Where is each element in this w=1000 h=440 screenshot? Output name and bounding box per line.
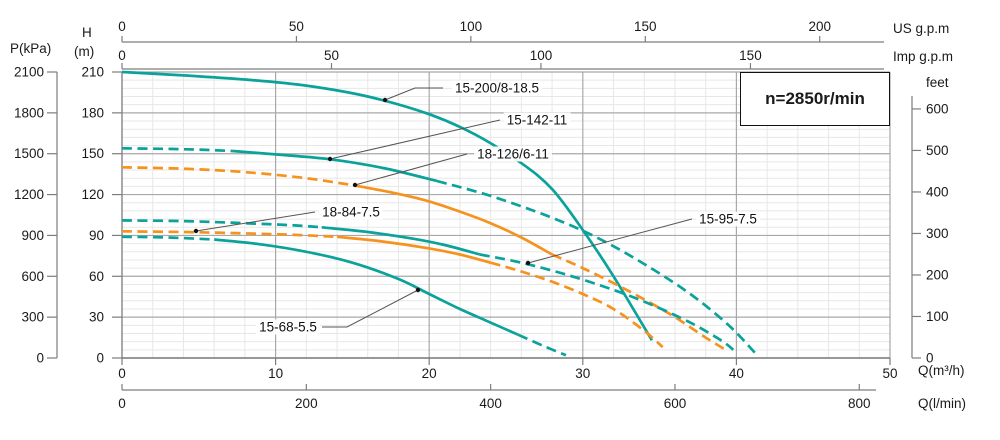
tick-label: 500: [926, 143, 949, 158]
tick-label: 400: [479, 396, 502, 411]
tick-label: 1500: [14, 146, 44, 161]
curve-label-15-95-7-5: 15-95-7.5: [696, 211, 760, 227]
tick-label: 120: [81, 187, 104, 202]
tick-label: 2100: [14, 65, 44, 80]
tick-label: 150: [634, 19, 657, 34]
tick-label: 200: [808, 19, 831, 34]
tick-label: 100: [460, 19, 483, 34]
tick-label: 50: [882, 366, 897, 381]
tick-label: 0: [118, 396, 126, 411]
tick-label: 300: [926, 226, 949, 241]
tick-label: 150: [739, 48, 762, 63]
curve-label-15-68-5-5: 15-68-5.5: [256, 319, 320, 335]
head-axis-label: H: [82, 25, 92, 40]
tick-label: 900: [21, 228, 44, 243]
curve-18-126-6-11-dashed: [121, 165, 361, 188]
leader-line: [384, 87, 443, 101]
leader-dot: [525, 260, 531, 266]
leader-line: [322, 289, 419, 328]
tick-label: 30: [89, 310, 104, 325]
tick-label: 0: [118, 19, 126, 34]
curve-15-95-7-5-dashed: [121, 219, 322, 229]
tick-label: 200: [926, 267, 949, 282]
feet-axis-label: feet: [926, 75, 949, 90]
leader-dot: [415, 287, 421, 293]
leader-dot: [193, 228, 199, 234]
curve-15-68-5-5-dashed: [517, 333, 567, 357]
leader-line: [195, 211, 316, 232]
q-lmin-axis: 0 200 400 600 800: [118, 384, 876, 411]
tick-label: 0: [926, 351, 934, 366]
tick-label: 600: [664, 396, 687, 411]
speed-rating-text: n=2850r/min: [765, 89, 865, 108]
q-lmin-axis-label: Q(l/min): [918, 396, 966, 411]
tick-label: 0: [96, 351, 104, 366]
tick-label: 1800: [14, 105, 44, 120]
curve-15-142-11-dashed: [121, 146, 233, 153]
tick-label: 60: [89, 269, 104, 284]
tick-label: 0: [118, 48, 126, 63]
curve-15-68-5-5-dashed: [121, 235, 215, 241]
leader-dot: [327, 156, 333, 162]
us-gpm-axis: 0 50 100 150 200: [118, 19, 884, 43]
imp-gpm-axis-label: Imp g.p.m: [893, 49, 954, 64]
curve-15-200-8-18-5-solid: [121, 70, 654, 341]
tick-label: 20: [422, 366, 437, 381]
head-axis-unit: (m): [74, 44, 95, 59]
curve-label-15-142-11: 15-142-11: [503, 112, 571, 128]
tick-label: 100: [926, 309, 949, 324]
tick-label: 10: [268, 366, 283, 381]
curve-18-126-6-11-dashed: [551, 253, 727, 351]
q-m3h-axis: 0 10 20 30 40 50: [118, 357, 898, 381]
pump-curves: [121, 70, 756, 357]
leader-line: [527, 218, 693, 264]
tick-label: 50: [289, 19, 304, 34]
tick-label: 30: [575, 366, 590, 381]
tick-label: 300: [21, 310, 44, 325]
us-gpm-axis-label: US g.p.m: [893, 21, 950, 36]
tick-label: 50: [324, 48, 339, 63]
q-m3h-axis-label: Q(m³/h): [918, 363, 965, 378]
curve-18-84-7-5-dashed: [490, 261, 664, 349]
feet-axis: 600 500 400 300 200 100 0: [911, 96, 949, 366]
tick-label: 0: [36, 351, 44, 366]
curve-18-126-6-11-solid: [359, 185, 553, 256]
tick-label: 40: [729, 366, 744, 381]
tick-label: 400: [926, 184, 949, 199]
curve-18-84-7-5-solid: [336, 235, 491, 265]
curve-15-68-5-5-solid: [214, 238, 519, 337]
tick-label: 600: [21, 269, 44, 284]
curve-15-142-11-solid: [232, 149, 438, 183]
tick-label: 210: [81, 65, 104, 80]
head-axis: 210 180 150 120 90 60 30 0: [81, 65, 123, 366]
leader-line: [329, 119, 501, 160]
curve-label-18-84-7-5: 18-84-7.5: [319, 204, 383, 220]
tick-label: 800: [848, 396, 871, 411]
curve-15-142-11-dashed: [436, 179, 756, 354]
curve-15-95-7-5-solid: [321, 225, 481, 256]
annotation-leaders: [193, 87, 693, 328]
leader-dot: [382, 97, 388, 103]
tick-label: 0: [118, 366, 126, 381]
curve-label-18-126-6-11: 18-126/6-11: [474, 146, 552, 162]
tick-label: 200: [295, 396, 318, 411]
tick-label: 1200: [14, 187, 44, 202]
imp-gpm-axis: 0 50 100 150: [118, 48, 884, 70]
speed-rating-box: n=2850r/min: [740, 72, 890, 126]
tick-label: 600: [926, 101, 949, 116]
pressure-axis: 2100 1800 1500 1200 900 600 300 0: [14, 65, 58, 366]
leader-line: [354, 153, 468, 186]
tick-label: 150: [81, 146, 104, 161]
curve-label-15-200-8-18-5: 15-200/8-18.5: [451, 80, 543, 96]
pressure-axis-label: P(kPa): [10, 41, 52, 56]
tick-label: 180: [81, 105, 104, 120]
tick-label: 100: [530, 48, 553, 63]
leader-dot: [352, 182, 358, 188]
curve-15-95-7-5-dashed: [479, 253, 735, 351]
tick-label: 90: [89, 228, 104, 243]
